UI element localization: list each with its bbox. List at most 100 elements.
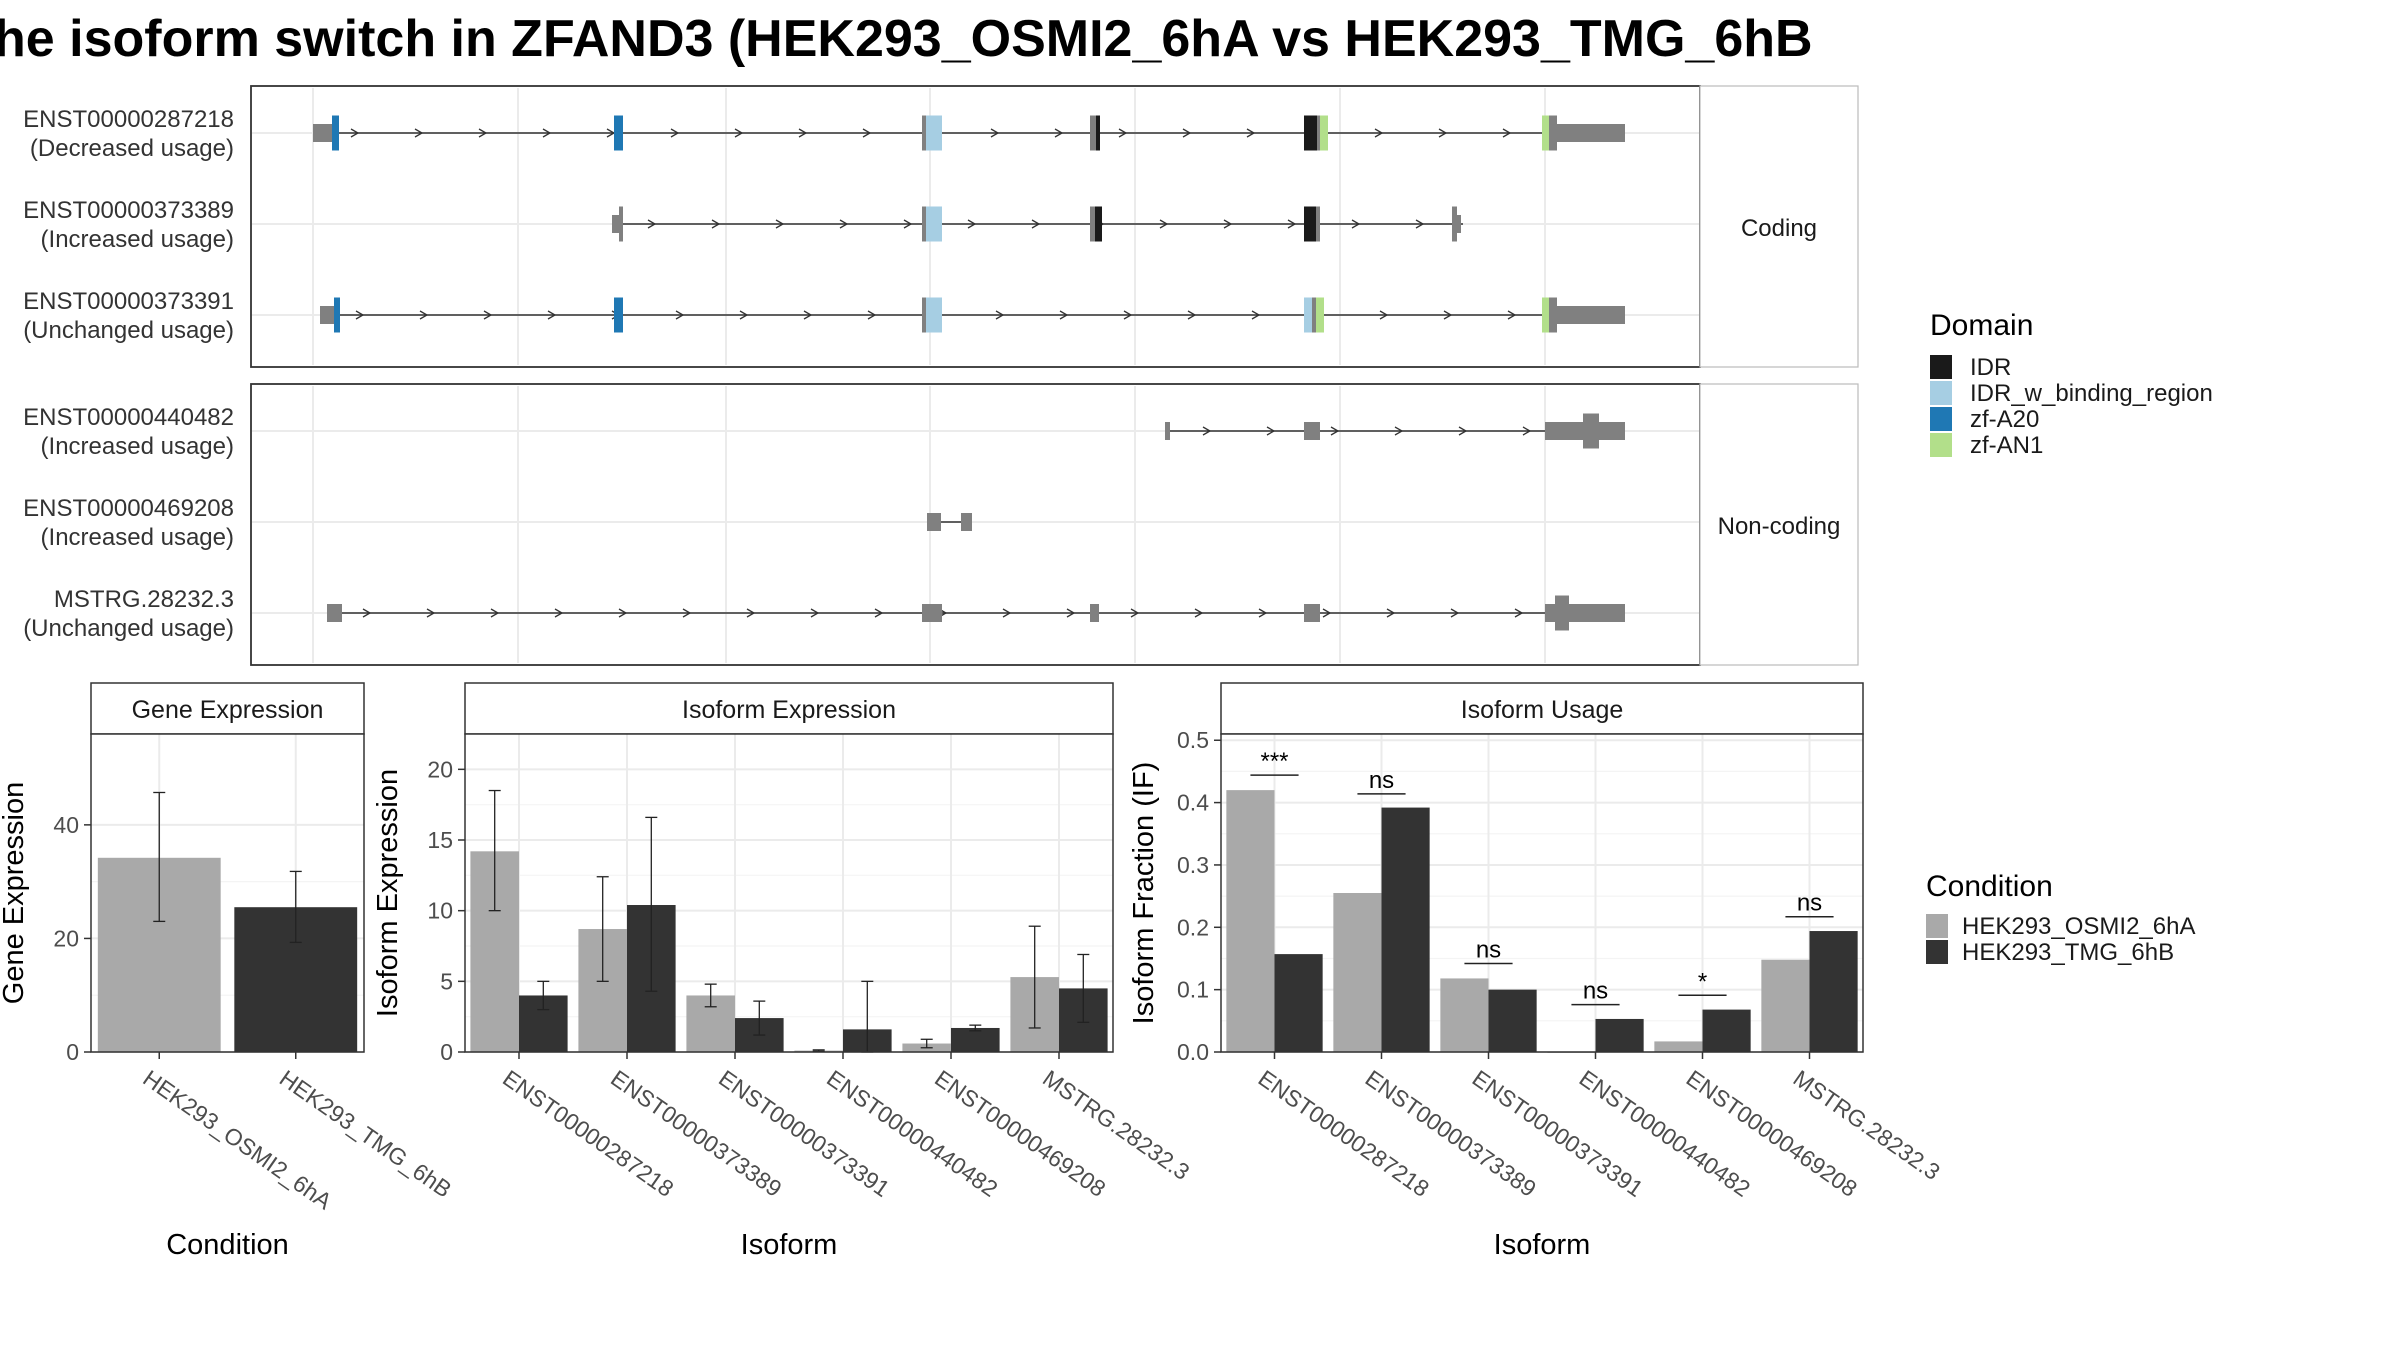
strand-arrow xyxy=(1514,608,1524,618)
transcript-MSTRG.28232.3 xyxy=(327,595,1625,631)
exon xyxy=(1317,115,1320,151)
bar xyxy=(1761,959,1810,1052)
legend-label-zf-AN1: zf-AN1 xyxy=(1970,432,2043,459)
strand-arrow xyxy=(1066,608,1076,618)
domain-zf-A20 xyxy=(334,297,340,333)
transcript-id-label: MSTRG.28232.3 xyxy=(54,586,234,613)
chart-panel-border xyxy=(1220,733,1864,1053)
transcript-usage-label: (Increased usage) xyxy=(41,433,234,460)
domain-legend-title: Domain xyxy=(1930,309,2033,342)
strand-arrow xyxy=(1379,310,1389,320)
exon xyxy=(961,513,972,531)
exon xyxy=(619,206,623,242)
strand-arrow xyxy=(903,219,913,229)
strand-arrow xyxy=(478,128,488,138)
y-tick-label: 0.0 xyxy=(1177,1039,1209,1065)
noncoding-strip: Non-coding xyxy=(1699,383,1859,666)
transcript-usage-label: (Unchanged usage) xyxy=(23,615,234,642)
exon xyxy=(1557,306,1625,324)
domain-zf-AN1 xyxy=(1320,115,1328,151)
x-tick-label: ENST00000373391 xyxy=(1468,1065,1648,1202)
domain-zf-AN1 xyxy=(1542,297,1549,333)
exon xyxy=(1090,115,1099,151)
strand-arrow xyxy=(1130,608,1140,618)
y-axis-title: Isoform Expression xyxy=(372,769,404,1017)
exon xyxy=(1304,422,1320,440)
legend-key-condition-1 xyxy=(1926,914,1948,938)
bar xyxy=(1440,978,1489,1052)
strand-arrow xyxy=(419,310,429,320)
bar xyxy=(1274,954,1323,1052)
transcript-id-label: ENST00000287218 xyxy=(23,106,234,133)
x-axis-title: Isoform xyxy=(1494,1229,1591,1261)
strand-arrow xyxy=(1330,426,1340,436)
exon xyxy=(922,297,926,333)
figure-title: he isoform switch in ZFAND3 (HEK293_OSMI… xyxy=(0,10,1813,68)
y-tick-label: 0.2 xyxy=(1177,914,1209,940)
strand-arrow xyxy=(542,128,552,138)
transcript-usage-label: (Increased usage) xyxy=(41,226,234,253)
strand-arrow xyxy=(647,219,657,229)
strand-arrow xyxy=(1182,128,1192,138)
strand-arrow xyxy=(1054,128,1064,138)
strand-arrow xyxy=(1159,219,1169,229)
strand-arrow xyxy=(1118,128,1128,138)
strand-arrow xyxy=(1187,310,1197,320)
exon xyxy=(1316,206,1320,242)
coding-strip: Coding xyxy=(1699,85,1859,368)
strand-arrow xyxy=(1443,310,1453,320)
transcript-ENST00000373391 xyxy=(320,297,1625,333)
y-axis-title: Gene Expression xyxy=(0,782,30,1004)
x-tick-label: ENST00000440482 xyxy=(1575,1065,1755,1202)
bar xyxy=(1226,790,1275,1052)
exon xyxy=(922,604,942,622)
y-tick-label: 10 xyxy=(427,898,453,924)
strand-arrow xyxy=(862,128,872,138)
strand-arrow xyxy=(739,310,749,320)
domain-IDR_w_binding_region xyxy=(926,206,942,242)
strand-arrow xyxy=(1202,426,1212,436)
exon xyxy=(313,124,335,142)
domain-IDR_w_binding_region xyxy=(1304,297,1312,333)
transcript-ENST00000287218 xyxy=(313,115,1625,151)
isoform-expression-chart: Isoform Expression05101520ENST0000028721… xyxy=(372,682,1194,1261)
exon xyxy=(1557,124,1625,142)
y-tick-label: 20 xyxy=(427,756,453,782)
strand-arrow xyxy=(1002,608,1012,618)
strand-arrow xyxy=(1394,426,1404,436)
transcript-usage-label: (Unchanged usage) xyxy=(23,317,234,344)
strand-arrow xyxy=(1386,608,1396,618)
exon xyxy=(1549,297,1557,333)
transcript-ENST00000373389 xyxy=(612,206,1463,242)
chart-panel-border xyxy=(90,733,365,1053)
domain-IDR xyxy=(1304,115,1317,151)
strand-arrow xyxy=(1374,128,1384,138)
strand-arrow xyxy=(1322,608,1332,618)
strand-arrow xyxy=(1351,219,1361,229)
bar xyxy=(1595,1018,1644,1052)
domain-zf-AN1 xyxy=(1316,297,1324,333)
strand-arrow xyxy=(490,608,500,618)
domain-IDR_w_binding_region xyxy=(926,115,942,151)
strand-arrow xyxy=(810,608,820,618)
strand-arrow xyxy=(1194,608,1204,618)
transcript-id-label: ENST00000440482 xyxy=(23,404,234,431)
exon xyxy=(922,206,926,242)
exon xyxy=(1312,297,1316,333)
exon xyxy=(1165,422,1170,440)
noncoding-strip-label: Non-coding xyxy=(1718,513,1841,540)
transcript-id-label: ENST00000373389 xyxy=(23,197,234,224)
strand-arrow xyxy=(1438,128,1448,138)
x-tick-label: ENST00000287218 xyxy=(1254,1065,1434,1202)
significance-label: ns xyxy=(1583,978,1608,1005)
strand-arrow xyxy=(350,128,360,138)
strand-arrow xyxy=(1031,219,1041,229)
transcript-usage-label: (Decreased usage) xyxy=(30,135,234,162)
domain-legend: Domain IDRIDR_w_binding_regionzf-A20zf-A… xyxy=(1930,309,2213,459)
y-tick-label: 0.5 xyxy=(1177,727,1209,753)
y-tick-label: 0 xyxy=(440,1039,453,1065)
bar xyxy=(1381,807,1430,1052)
bar xyxy=(951,1027,1000,1052)
x-axis-title: Condition xyxy=(166,1229,289,1261)
